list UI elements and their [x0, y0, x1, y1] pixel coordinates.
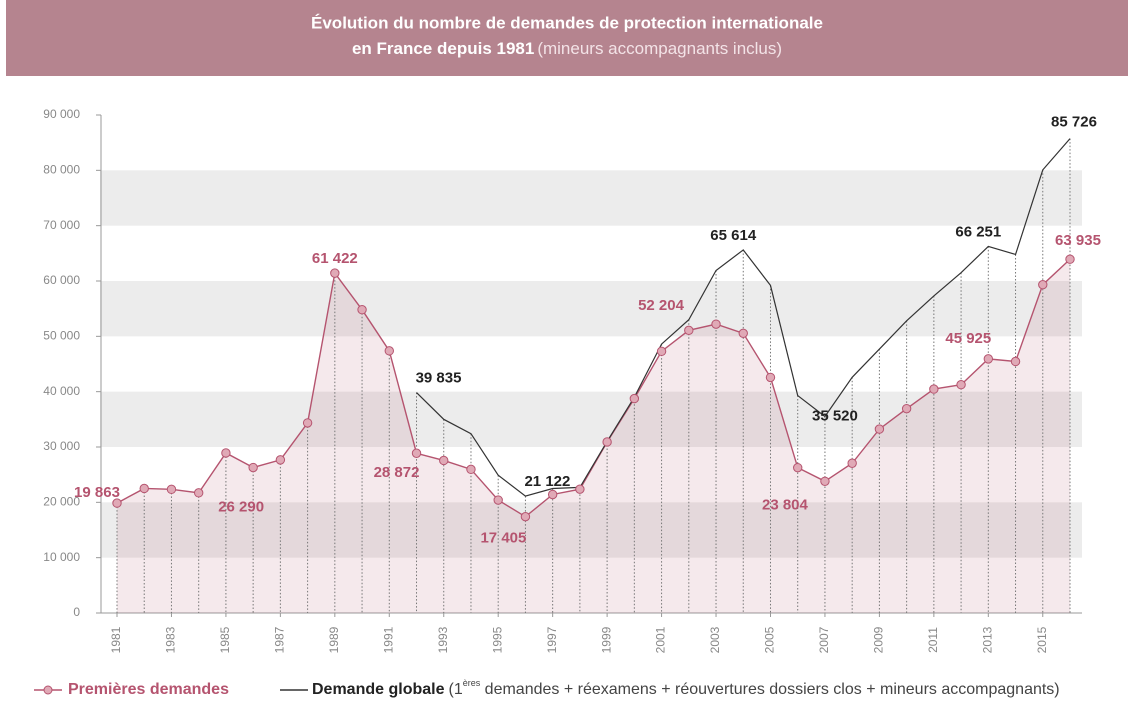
y-tick-label: 70 000 — [43, 218, 80, 232]
legend-label: Premières demandes — [68, 681, 229, 698]
marker — [847, 458, 857, 468]
x-tick-label: 2015 — [1035, 626, 1049, 653]
marker — [629, 393, 640, 404]
marker — [684, 325, 694, 336]
marker — [956, 380, 966, 390]
marker — [112, 498, 122, 508]
y-tick-label: 80 000 — [43, 163, 80, 177]
y-tick-label: 30 000 — [43, 439, 80, 453]
y-tick-label: 60 000 — [43, 273, 80, 287]
marker — [248, 462, 258, 473]
x-tick-label: 1999 — [599, 626, 613, 653]
grid-band — [100, 281, 1082, 337]
marker — [411, 448, 422, 458]
x-tick-label: 2007 — [817, 626, 831, 653]
legend-note: demandes + réexamens + réouvertures doss… — [480, 681, 1059, 698]
x-tick-label: 1991 — [381, 626, 395, 653]
series-line — [416, 138, 1071, 497]
x-tick-label: 2011 — [926, 627, 940, 653]
x-tick-label: 1983 — [164, 626, 178, 653]
marker — [193, 488, 204, 498]
chart-title-line2: en France depuis 1981 (mineurs accompagna… — [352, 39, 782, 58]
marker — [493, 495, 503, 505]
x-tick-label: 2003 — [708, 626, 722, 653]
x-tick-label: 1997 — [545, 626, 559, 653]
grid-band — [100, 170, 1082, 226]
marker — [139, 483, 149, 494]
subtitle: (mineurs accompagnants inclus) — [537, 39, 782, 58]
title-band — [6, 0, 1128, 76]
marker — [765, 372, 776, 383]
marker — [1065, 254, 1075, 264]
x-tick-label: 2013 — [980, 626, 994, 653]
y-tick-label: 90 000 — [43, 107, 80, 121]
grid-band — [100, 502, 1082, 558]
marker — [901, 403, 912, 414]
data-label: 28 872 — [374, 464, 420, 481]
marker — [275, 455, 286, 465]
data-label: 45 925 — [945, 330, 991, 347]
x-tick-label: 2001 — [654, 626, 668, 653]
legend-label: Demande globale — [312, 681, 445, 698]
marker — [330, 268, 340, 278]
marker — [575, 484, 585, 494]
legend-entry: Demande globale (1ères demandes + réexame… — [312, 678, 1060, 698]
x-tick-label: 1993 — [436, 626, 450, 653]
x-tick-label: 1989 — [327, 626, 341, 653]
marker — [738, 328, 748, 339]
x-tick-label: 2005 — [763, 626, 777, 653]
y-tick-label: 40 000 — [43, 384, 80, 398]
y-tick-label: 50 000 — [43, 329, 80, 343]
marker — [221, 448, 231, 458]
marker — [929, 384, 939, 394]
marker — [983, 354, 994, 364]
data-label: 52 204 — [638, 297, 685, 314]
marker — [357, 305, 367, 315]
y-tick-label: 0 — [73, 605, 80, 619]
legend: Premières demandes Demande globale (1ères… — [34, 678, 1060, 698]
marker — [547, 489, 558, 500]
data-label: 17 405 — [480, 530, 526, 547]
marker — [820, 476, 830, 486]
y-tick-label: 10 000 — [43, 550, 80, 564]
data-label: 65 614 — [710, 227, 757, 244]
marker — [793, 462, 803, 473]
data-label: 26 290 — [218, 498, 264, 515]
data-label: 85 726 — [1051, 114, 1097, 131]
area — [117, 259, 1070, 613]
y-tick-label: 20 000 — [43, 495, 80, 509]
marker — [466, 464, 476, 475]
x-tick-label: 1987 — [273, 626, 287, 653]
marker — [439, 455, 449, 466]
marker — [166, 484, 177, 495]
marker — [1038, 279, 1048, 290]
x-tick-label: 1985 — [218, 626, 232, 653]
data-label: 21 122 — [524, 473, 570, 490]
x-tick-label: 2009 — [872, 626, 886, 653]
x-tick-label: 1995 — [490, 626, 504, 653]
marker — [711, 319, 721, 329]
chart-title: Évolution du nombre de demandes de prote… — [311, 13, 823, 32]
marker — [1010, 356, 1021, 367]
marker — [602, 437, 612, 447]
x-tick-label: 1981 — [109, 626, 123, 653]
data-label: 23 804 — [762, 496, 809, 513]
legend-note-sup: ères — [463, 678, 481, 688]
legend-marker — [43, 685, 53, 695]
data-label: 35 520 — [812, 407, 858, 424]
data-label: 19 863 — [74, 484, 120, 501]
marker — [656, 346, 667, 357]
plot: 0 10 000 20 000 30 000 40 000 50 000 60 000 70 … — [43, 107, 1101, 653]
marker — [520, 511, 531, 522]
data-label: 63 935 — [1055, 232, 1101, 249]
marker — [302, 418, 313, 428]
title-line2: en France depuis 1981 — [352, 39, 534, 58]
data-label: 61 422 — [312, 250, 358, 267]
legend-note: (1 — [448, 681, 462, 698]
marker — [384, 346, 394, 356]
marker — [874, 424, 885, 434]
data-label: 66 251 — [955, 223, 1001, 240]
data-label: 39 835 — [416, 370, 462, 387]
